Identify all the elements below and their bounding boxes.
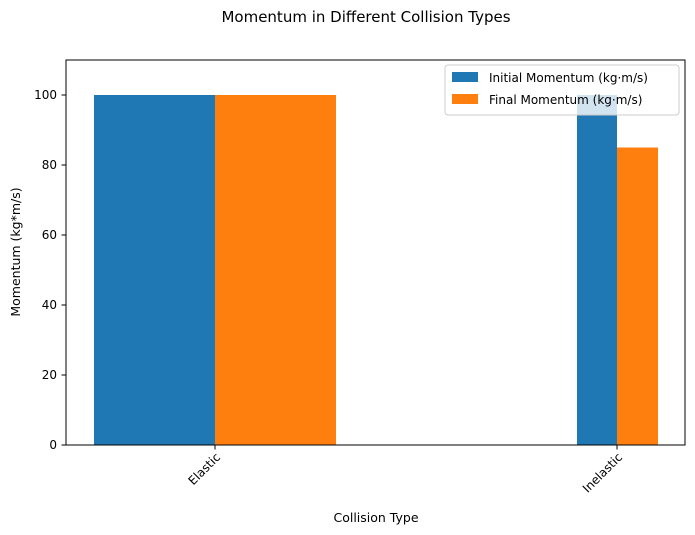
y-tick-label: 20 xyxy=(42,368,57,382)
y-tick-label: 60 xyxy=(42,228,57,242)
bar-elastic-final xyxy=(215,95,336,445)
legend-swatch-final xyxy=(452,94,478,104)
legend-label-initial: Initial Momentum (kg·m/s) xyxy=(489,71,648,85)
y-axis: 0 20 40 60 80 100 xyxy=(34,88,66,452)
y-tick-label: 80 xyxy=(42,158,57,172)
legend-box xyxy=(444,64,680,116)
x-axis-label: Collision Type xyxy=(333,510,418,525)
chart-title: Momentum in Different Collision Types xyxy=(221,8,510,26)
legend-swatch-initial xyxy=(452,72,478,82)
bar-elastic-initial xyxy=(94,95,215,445)
plot-frame xyxy=(65,59,686,446)
y-tick-label: 100 xyxy=(34,88,57,102)
legend: Initial Momentum (kg·m/s) Final Momentum… xyxy=(444,64,680,116)
y-axis-label: Momentum (kg*m/s) xyxy=(8,187,23,316)
y-tick-label: 40 xyxy=(42,298,57,312)
bar-inelastic-final xyxy=(617,147,658,445)
legend-label-final: Final Momentum (kg·m/s) xyxy=(489,93,642,107)
bar-inelastic-initial xyxy=(577,95,617,445)
bars-layer xyxy=(94,95,658,445)
x-axis: Elastic Inelastic xyxy=(186,445,625,496)
x-tick-label-inelastic: Inelastic xyxy=(580,450,625,495)
x-tick-label-elastic: Elastic xyxy=(186,450,224,488)
y-tick-label: 0 xyxy=(49,438,57,452)
